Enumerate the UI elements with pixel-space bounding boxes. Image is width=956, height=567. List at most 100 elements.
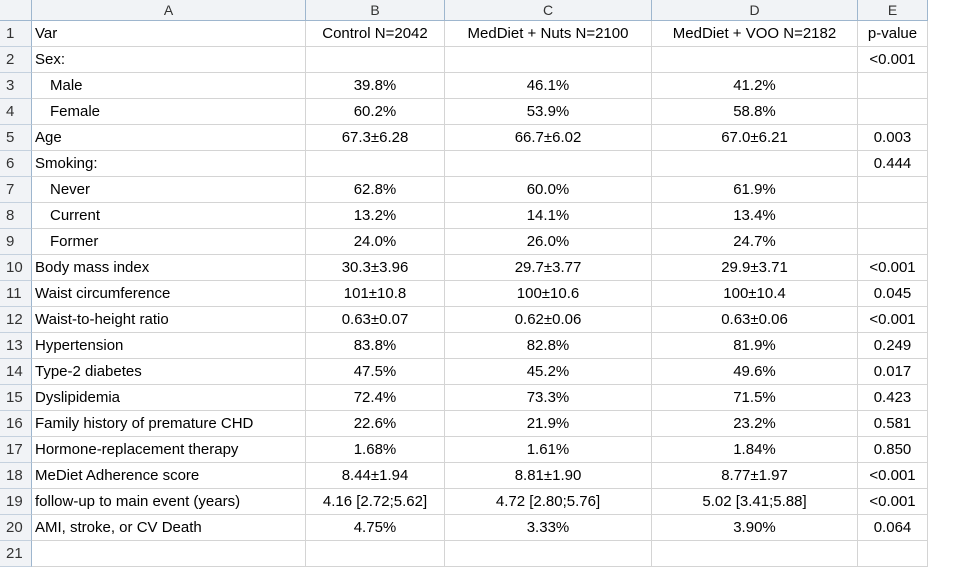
column-header-a[interactable]: A <box>32 0 306 21</box>
cell-d13[interactable]: 81.9% <box>652 333 858 359</box>
cell-a15[interactable]: Dyslipidemia <box>32 385 306 411</box>
row-header[interactable]: 19 <box>0 489 32 515</box>
cell-c5[interactable]: 66.7±6.02 <box>445 125 652 151</box>
row-header[interactable]: 6 <box>0 151 32 177</box>
cell-a12[interactable]: Waist-to-height ratio <box>32 307 306 333</box>
cell-b11[interactable]: 101±10.8 <box>306 281 445 307</box>
row-header[interactable]: 9 <box>0 229 32 255</box>
cell-b18[interactable]: 8.44±1.94 <box>306 463 445 489</box>
cell-b20[interactable]: 4.75% <box>306 515 445 541</box>
cell-d11[interactable]: 100±10.4 <box>652 281 858 307</box>
cell-a5[interactable]: Age <box>32 125 306 151</box>
cell-a11[interactable]: Waist circumference <box>32 281 306 307</box>
cell-e9[interactable] <box>858 229 928 255</box>
cell-d18[interactable]: 8.77±1.97 <box>652 463 858 489</box>
cell-b8[interactable]: 13.2% <box>306 203 445 229</box>
cell-e7[interactable] <box>858 177 928 203</box>
cell-b14[interactable]: 47.5% <box>306 359 445 385</box>
cell-d16[interactable]: 23.2% <box>652 411 858 437</box>
row-header[interactable]: 4 <box>0 99 32 125</box>
cell-b5[interactable]: 67.3±6.28 <box>306 125 445 151</box>
cell-b17[interactable]: 1.68% <box>306 437 445 463</box>
cell-d3[interactable]: 41.2% <box>652 73 858 99</box>
cell-d21[interactable] <box>652 541 858 567</box>
column-header-b[interactable]: B <box>306 0 445 21</box>
cell-a20[interactable]: AMI, stroke, or CV Death <box>32 515 306 541</box>
column-header-e[interactable]: E <box>858 0 928 21</box>
cell-c16[interactable]: 21.9% <box>445 411 652 437</box>
cell-d15[interactable]: 71.5% <box>652 385 858 411</box>
cell-e10[interactable]: <0.001 <box>858 255 928 281</box>
cell-d6[interactable] <box>652 151 858 177</box>
row-header[interactable]: 1 <box>0 21 32 47</box>
cell-b9[interactable]: 24.0% <box>306 229 445 255</box>
row-header[interactable]: 14 <box>0 359 32 385</box>
cell-c9[interactable]: 26.0% <box>445 229 652 255</box>
cell-c17[interactable]: 1.61% <box>445 437 652 463</box>
cell-c13[interactable]: 82.8% <box>445 333 652 359</box>
cell-e20[interactable]: 0.064 <box>858 515 928 541</box>
cell-b16[interactable]: 22.6% <box>306 411 445 437</box>
cell-b10[interactable]: 30.3±3.96 <box>306 255 445 281</box>
row-header[interactable]: 10 <box>0 255 32 281</box>
cell-a6[interactable]: Smoking: <box>32 151 306 177</box>
cell-b21[interactable] <box>306 541 445 567</box>
cell-a3[interactable]: Male <box>32 73 306 99</box>
cell-c21[interactable] <box>445 541 652 567</box>
row-header[interactable]: 11 <box>0 281 32 307</box>
cell-b7[interactable]: 62.8% <box>306 177 445 203</box>
cell-d2[interactable] <box>652 47 858 73</box>
cell-d14[interactable]: 49.6% <box>652 359 858 385</box>
cell-a1[interactable]: Var <box>32 21 306 47</box>
row-header[interactable]: 12 <box>0 307 32 333</box>
cell-b12[interactable]: 0.63±0.07 <box>306 307 445 333</box>
cell-a21[interactable] <box>32 541 306 567</box>
row-header[interactable]: 2 <box>0 47 32 73</box>
cell-b15[interactable]: 72.4% <box>306 385 445 411</box>
cell-a18[interactable]: MeDiet Adherence score <box>32 463 306 489</box>
cell-d4[interactable]: 58.8% <box>652 99 858 125</box>
row-header[interactable]: 8 <box>0 203 32 229</box>
cell-d10[interactable]: 29.9±3.71 <box>652 255 858 281</box>
cell-e13[interactable]: 0.249 <box>858 333 928 359</box>
cell-d7[interactable]: 61.9% <box>652 177 858 203</box>
cell-a8[interactable]: Current <box>32 203 306 229</box>
cell-b4[interactable]: 60.2% <box>306 99 445 125</box>
row-header[interactable]: 20 <box>0 515 32 541</box>
cell-d1[interactable]: MedDiet + VOO N=2182 <box>652 21 858 47</box>
cell-c3[interactable]: 46.1% <box>445 73 652 99</box>
row-header[interactable]: 5 <box>0 125 32 151</box>
cell-c4[interactable]: 53.9% <box>445 99 652 125</box>
row-header[interactable]: 17 <box>0 437 32 463</box>
cell-d5[interactable]: 67.0±6.21 <box>652 125 858 151</box>
cell-e3[interactable] <box>858 73 928 99</box>
row-header[interactable]: 15 <box>0 385 32 411</box>
cell-e21[interactable] <box>858 541 928 567</box>
column-header-c[interactable]: C <box>445 0 652 21</box>
cell-e15[interactable]: 0.423 <box>858 385 928 411</box>
cell-a14[interactable]: Type-2 diabetes <box>32 359 306 385</box>
cell-a13[interactable]: Hypertension <box>32 333 306 359</box>
cell-c18[interactable]: 8.81±1.90 <box>445 463 652 489</box>
cell-d19[interactable]: 5.02 [3.41;5.88] <box>652 489 858 515</box>
cell-e8[interactable] <box>858 203 928 229</box>
cell-d12[interactable]: 0.63±0.06 <box>652 307 858 333</box>
cell-c10[interactable]: 29.7±3.77 <box>445 255 652 281</box>
cell-c14[interactable]: 45.2% <box>445 359 652 385</box>
row-header[interactable]: 13 <box>0 333 32 359</box>
row-header[interactable]: 18 <box>0 463 32 489</box>
cell-a9[interactable]: Former <box>32 229 306 255</box>
cell-e2[interactable]: <0.001 <box>858 47 928 73</box>
cell-b1[interactable]: Control N=2042 <box>306 21 445 47</box>
cell-e16[interactable]: 0.581 <box>858 411 928 437</box>
cell-a19[interactable]: follow-up to main event (years) <box>32 489 306 515</box>
row-header[interactable]: 21 <box>0 541 32 567</box>
cell-a10[interactable]: Body mass index <box>32 255 306 281</box>
row-header[interactable]: 16 <box>0 411 32 437</box>
cell-a2[interactable]: Sex: <box>32 47 306 73</box>
cell-b6[interactable] <box>306 151 445 177</box>
cell-a7[interactable]: Never <box>32 177 306 203</box>
cell-c19[interactable]: 4.72 [2.80;5.76] <box>445 489 652 515</box>
row-header[interactable]: 3 <box>0 73 32 99</box>
cell-a16[interactable]: Family history of premature CHD <box>32 411 306 437</box>
